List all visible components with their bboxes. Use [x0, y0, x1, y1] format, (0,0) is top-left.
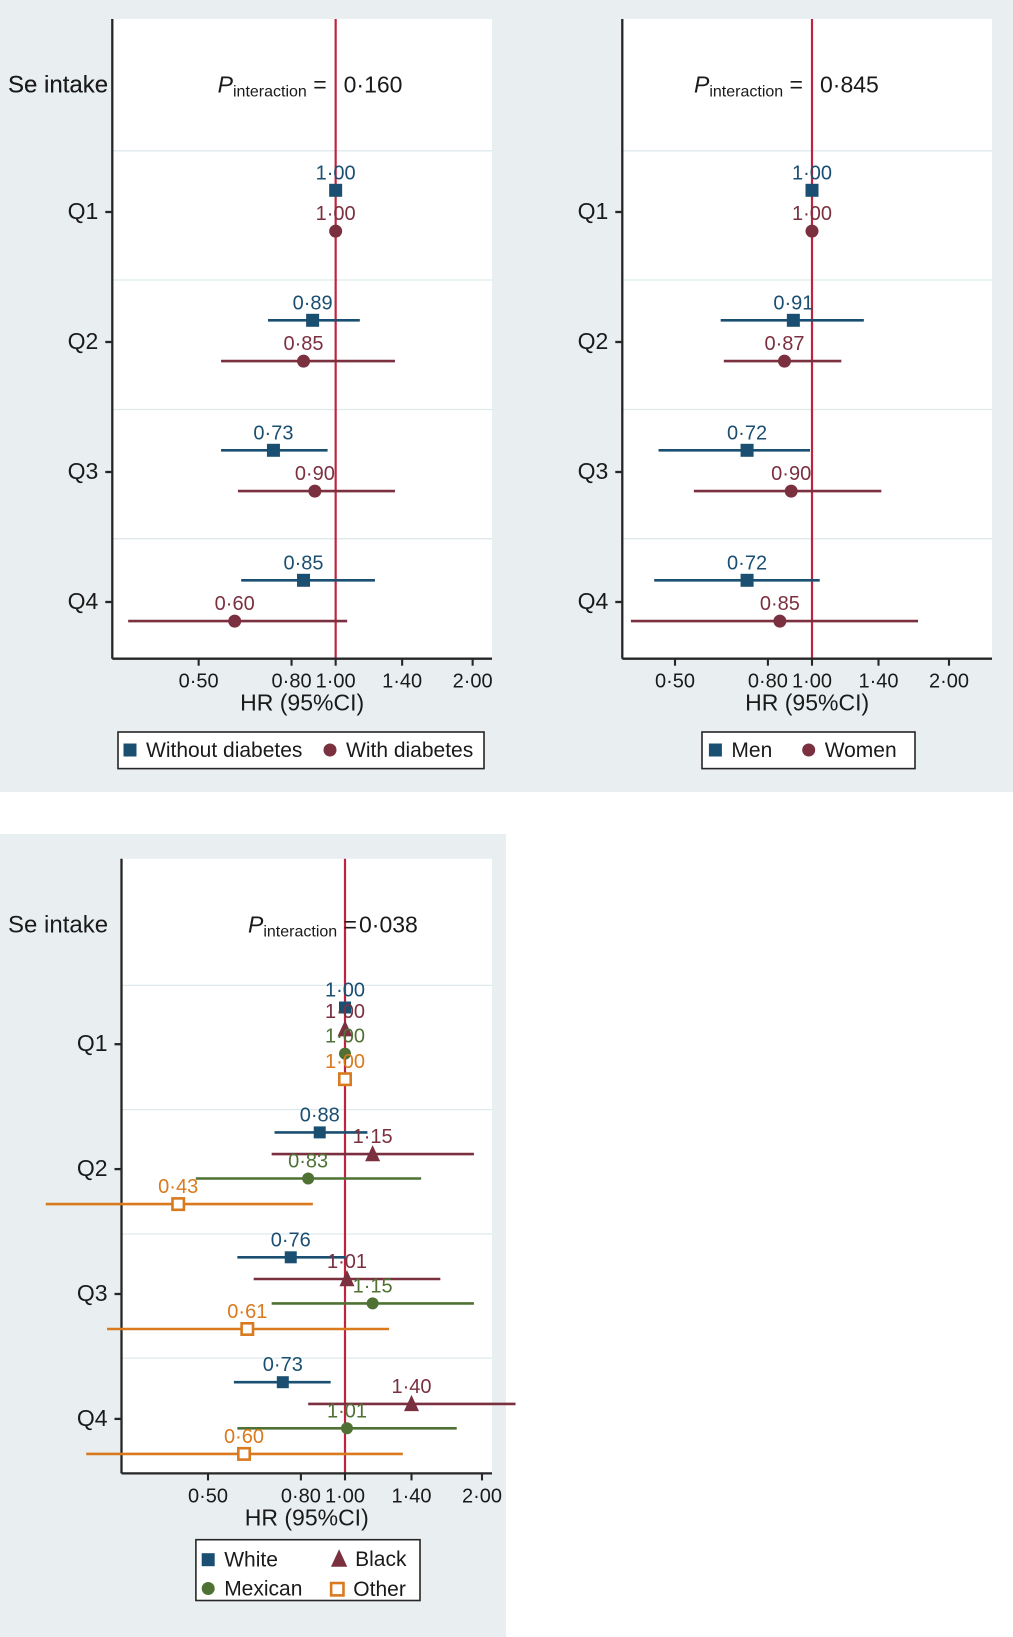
- svg-text:1·15: 1·15: [353, 1126, 393, 1148]
- svg-text:Mexican: Mexican: [224, 1578, 302, 1601]
- svg-text:1·40: 1·40: [391, 1485, 431, 1507]
- svg-text:1·00: 1·00: [325, 980, 365, 1002]
- svg-text:Other: Other: [353, 1578, 406, 1601]
- svg-text:Q1: Q1: [77, 1030, 108, 1056]
- svg-text:0·73: 0·73: [263, 1354, 303, 1376]
- svg-text:0·76: 0·76: [271, 1229, 311, 1251]
- svg-text:1·15: 1·15: [353, 1275, 393, 1297]
- svg-text:1·00: 1·00: [325, 1051, 365, 1073]
- svg-text:0·83: 0·83: [288, 1151, 328, 1173]
- svg-text:0·038: 0·038: [359, 911, 418, 937]
- svg-text:Q2: Q2: [77, 1155, 108, 1181]
- svg-text:1·00: 1·00: [325, 1026, 365, 1048]
- svg-text:1·40: 1·40: [391, 1376, 431, 1398]
- svg-text:1·01: 1·01: [327, 1251, 367, 1273]
- svg-text:0·61: 0·61: [227, 1301, 267, 1323]
- svg-text:0·88: 0·88: [300, 1104, 340, 1126]
- svg-text:1·00: 1·00: [325, 1001, 365, 1023]
- svg-text:Black: Black: [355, 1548, 407, 1571]
- svg-text:HR (95%CI): HR (95%CI): [245, 1504, 369, 1530]
- svg-text:0·43: 0·43: [158, 1176, 198, 1198]
- svg-text:2·00: 2·00: [462, 1485, 502, 1507]
- svg-text:0·50: 0·50: [188, 1485, 228, 1507]
- svg-text:1·01: 1·01: [327, 1400, 367, 1422]
- svg-text:Q3: Q3: [77, 1280, 108, 1306]
- svg-text:White: White: [224, 1549, 278, 1572]
- svg-text:0·60: 0·60: [224, 1426, 264, 1448]
- svg-text:Q4: Q4: [77, 1405, 108, 1431]
- svg-text:Se intake: Se intake: [8, 911, 108, 938]
